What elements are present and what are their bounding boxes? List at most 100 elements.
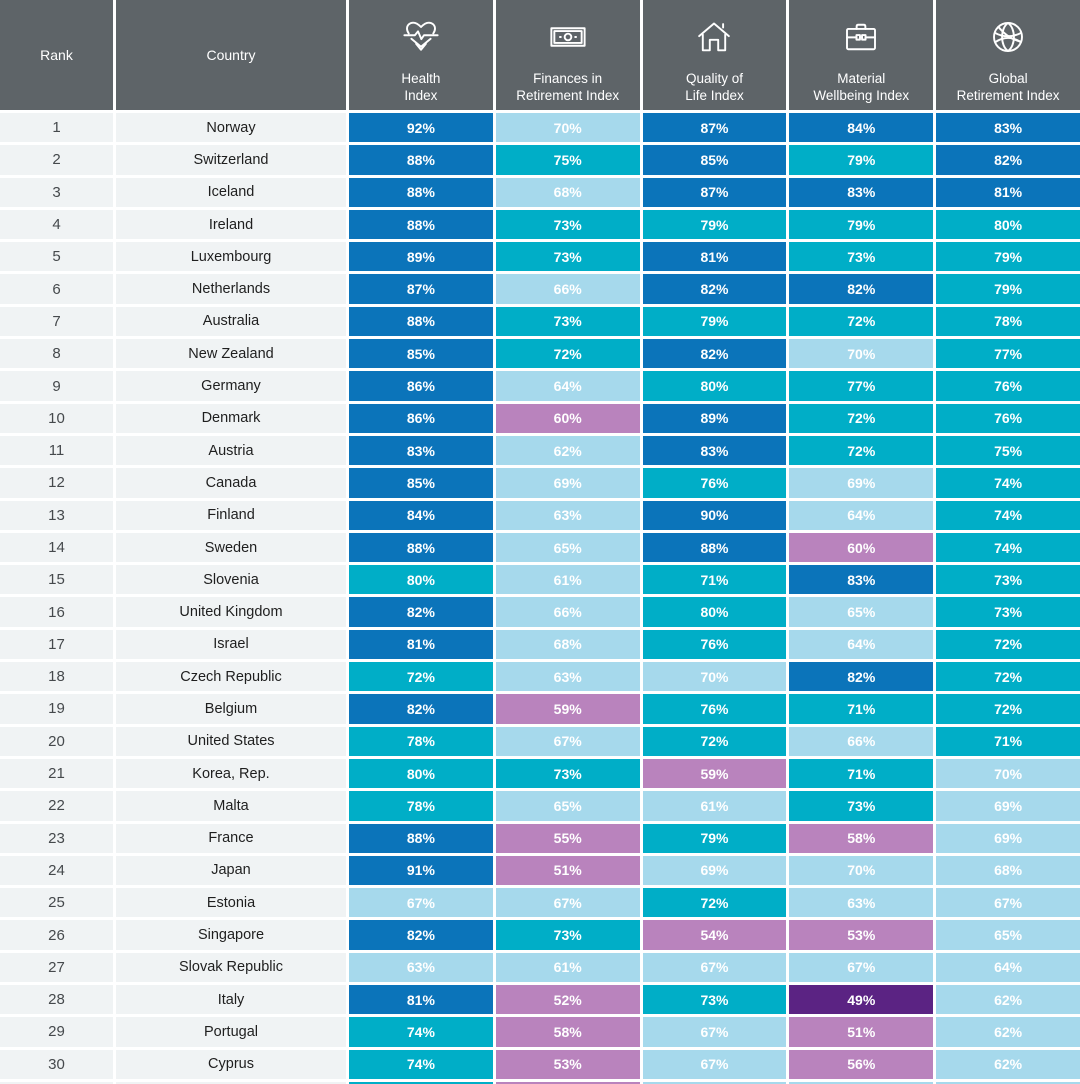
table-row-partial	[0, 1081, 1080, 1084]
value-cell: 73%	[495, 242, 640, 272]
value-cell: 67%	[789, 952, 934, 983]
value-cell: 69%	[789, 468, 934, 498]
value-cell: 61%	[495, 952, 640, 983]
country-cell: Belgium	[116, 694, 346, 724]
country-cell: Iceland	[116, 177, 346, 207]
country-cell: France	[116, 823, 346, 853]
header-global-label: Global Retirement Index	[957, 70, 1060, 104]
rank-cell: 28	[0, 985, 113, 1015]
value-cell: 74%	[349, 1049, 493, 1079]
country-cell: Switzerland	[116, 145, 346, 175]
header-global-line1: Global	[988, 71, 1028, 86]
value-cell: 80%	[642, 597, 787, 627]
rank-cell: 25	[0, 888, 113, 918]
header-material-line1: Material	[837, 71, 886, 86]
rank-cell: 6	[0, 274, 113, 304]
rank-cell: 14	[0, 532, 113, 563]
value-cell: 71%	[936, 726, 1080, 756]
value-cell: 53%	[789, 920, 934, 950]
table-row: 23 France 88% 55% 79% 58% 69%	[0, 823, 1080, 853]
table-header: Rank Country Health Index	[0, 0, 1080, 110]
country-cell: Korea, Rep.	[116, 758, 346, 789]
header-material-line2: Wellbeing Index	[813, 88, 910, 103]
value-cell: 55%	[495, 823, 640, 853]
value-cell: 68%	[495, 629, 640, 660]
value-cell: 85%	[642, 145, 787, 175]
value-cell: 67%	[642, 952, 787, 983]
value-cell: 91%	[349, 855, 493, 886]
table-row: 7 Australia 88% 73% 79% 72% 78%	[0, 306, 1080, 337]
value-cell: 88%	[349, 145, 493, 175]
rank-cell: 8	[0, 339, 113, 369]
header-rank: Rank	[0, 0, 113, 110]
value-cell: 88%	[349, 823, 493, 853]
value-cell: 79%	[936, 274, 1080, 304]
value-cell: 80%	[349, 565, 493, 595]
table-row: 9 Germany 86% 64% 80% 77% 76%	[0, 371, 1080, 401]
value-cell: 72%	[789, 403, 934, 433]
banknote-icon	[547, 14, 589, 60]
value-cell: 72%	[349, 662, 493, 692]
table-row: 18 Czech Republic 72% 63% 70% 82% 72%	[0, 662, 1080, 692]
value-cell: 77%	[936, 339, 1080, 369]
value-cell: 64%	[495, 371, 640, 401]
header-global-line2: Retirement Index	[956, 88, 1060, 103]
value-cell: 70%	[936, 758, 1080, 789]
value-cell: 76%	[936, 403, 1080, 433]
table-row: 27 Slovak Republic 63% 61% 67% 67% 64%	[0, 952, 1080, 983]
country-cell: Australia	[116, 306, 346, 337]
value-cell: 79%	[936, 242, 1080, 272]
rank-cell: 1	[0, 113, 113, 143]
value-cell: 76%	[936, 371, 1080, 401]
value-cell: 82%	[789, 274, 934, 304]
rank-cell: 19	[0, 694, 113, 724]
value-cell: 88%	[349, 306, 493, 337]
value-cell: 60%	[789, 532, 934, 563]
value-cell: 67%	[642, 1017, 787, 1047]
value-cell: 62%	[936, 1017, 1080, 1047]
header-finances-index: Finances in Retirement Index	[495, 0, 640, 110]
table-row: 11 Austria 83% 62% 83% 72% 75%	[0, 435, 1080, 466]
country-cell: Italy	[116, 985, 346, 1015]
value-cell: 69%	[936, 823, 1080, 853]
value-cell: 64%	[789, 629, 934, 660]
value-cell: 81%	[936, 177, 1080, 207]
value-cell: 56%	[789, 1049, 934, 1079]
value-cell: 80%	[936, 209, 1080, 240]
value-cell: 83%	[936, 113, 1080, 143]
value-cell: 79%	[642, 823, 787, 853]
value-cell: 86%	[349, 403, 493, 433]
rank-cell: 5	[0, 242, 113, 272]
table-row: 12 Canada 85% 69% 76% 69% 74%	[0, 468, 1080, 498]
value-cell: 73%	[495, 920, 640, 950]
rank-cell	[0, 1081, 113, 1084]
table-row: 29 Portugal 74% 58% 67% 51% 62%	[0, 1017, 1080, 1047]
rank-cell: 13	[0, 500, 113, 530]
value-cell: 83%	[642, 435, 787, 466]
header-finances-line2: Retirement Index	[516, 88, 620, 103]
table-row: 19 Belgium 82% 59% 76% 71% 72%	[0, 694, 1080, 724]
rank-cell: 30	[0, 1049, 113, 1079]
value-cell: 72%	[936, 662, 1080, 692]
country-cell: Ireland	[116, 209, 346, 240]
table-row: 15 Slovenia 80% 61% 71% 83% 73%	[0, 565, 1080, 595]
country-cell: New Zealand	[116, 339, 346, 369]
value-cell: 87%	[642, 177, 787, 207]
value-cell: 76%	[642, 629, 787, 660]
value-cell: 74%	[936, 468, 1080, 498]
value-cell: 75%	[936, 435, 1080, 466]
value-cell: 73%	[495, 758, 640, 789]
rank-cell: 3	[0, 177, 113, 207]
value-cell: 78%	[349, 791, 493, 821]
value-cell: 58%	[789, 823, 934, 853]
value-cell: 62%	[936, 1049, 1080, 1079]
value-cell: 62%	[495, 435, 640, 466]
rank-cell: 18	[0, 662, 113, 692]
country-cell: Estonia	[116, 888, 346, 918]
value-cell: 60%	[495, 403, 640, 433]
table-row: 30 Cyprus 74% 53% 67% 56% 62%	[0, 1049, 1080, 1079]
value-cell: 83%	[789, 177, 934, 207]
value-cell: 54%	[642, 920, 787, 950]
value-cell: 65%	[936, 920, 1080, 950]
value-cell: 78%	[936, 306, 1080, 337]
